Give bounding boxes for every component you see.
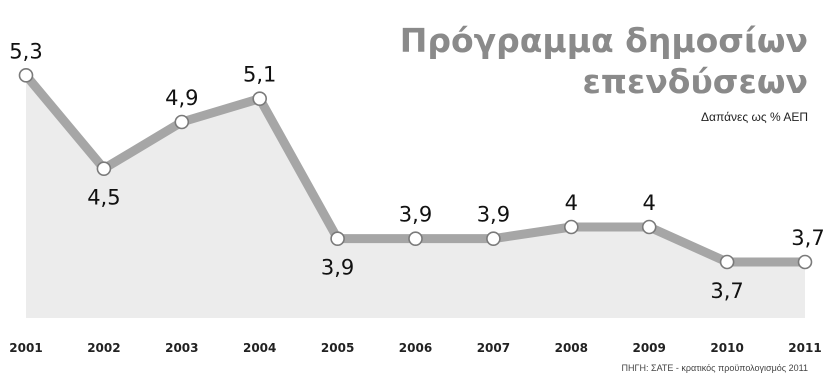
data-point-2005 [330,231,345,246]
data-point-2003 [174,114,190,130]
data-label-2005: 3,9 [321,256,354,280]
data-label-2006: 3,9 [399,203,432,227]
chart-title-line-1: Πρόγραμμα δημοσίων [400,21,808,60]
data-point-2001 [18,68,34,83]
points-layer [18,68,813,270]
x-tick-2007: 2007 [477,341,510,355]
x-ticks-layer: 2001 2002 2003 2004 2005 2006 2007 2008 2009 2010… [9,341,821,355]
data-label-2001: 5,3 [9,39,42,63]
chart-subtitle: Δαπάνες ως % ΑΕΠ [701,110,808,124]
x-tick-2005: 2005 [321,341,354,355]
data-label-2009: 4 [643,191,656,215]
data-label-2003: 4,9 [165,86,198,110]
data-label-2008: 4 [565,191,578,215]
chart-title-line-2: επενδύσεων [582,62,808,101]
chart-source: ΠΗΓΗ: ΣΑΤΕ - κρατικός προϋπολογισμός 201… [622,363,808,373]
area-layer [26,75,805,318]
data-point-2009 [641,219,657,235]
data-label-2002: 4,5 [87,186,120,210]
data-label-2007: 3,9 [477,203,510,227]
data-labels-layer: 5,3 4,5 4,9 5,1 3,9 3,9 3,9 4 4 3,7 3,7 [9,39,824,303]
x-tick-2003: 2003 [165,341,198,355]
series-area [26,75,805,318]
data-point-2007 [486,231,501,246]
x-tick-2011: 2011 [788,341,821,355]
x-tick-2006: 2006 [399,341,432,355]
data-point-2011 [797,254,813,270]
data-point-2004 [252,91,268,106]
x-tick-2010: 2010 [710,341,743,355]
data-label-2010: 3,7 [710,279,743,303]
data-label-2011: 3,7 [791,226,824,250]
data-point-2008 [563,219,579,235]
data-point-2002 [96,161,112,176]
x-tick-2008: 2008 [555,341,588,355]
x-tick-2001: 2001 [9,341,42,355]
x-tick-2002: 2002 [87,341,120,355]
x-tick-2004: 2004 [243,341,276,355]
x-tick-2009: 2009 [632,341,665,355]
data-point-2010 [719,254,735,270]
data-point-2006 [408,231,423,246]
data-label-2004: 5,1 [243,63,276,87]
